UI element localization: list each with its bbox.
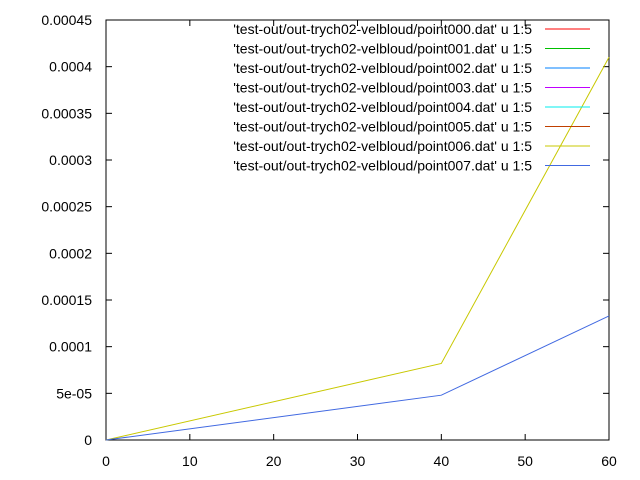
y-tick-label: 0.0001 <box>49 339 92 355</box>
legend-label-7: 'test-out/out-trych02-velbloud/point007.… <box>233 158 532 174</box>
x-tick-label: 0 <box>102 453 110 469</box>
legend-label-0: 'test-out/out-trych02-velbloud/point000.… <box>233 21 532 37</box>
legend-label-3: 'test-out/out-trych02-velbloud/point003.… <box>233 80 532 96</box>
y-tick-label: 0.0002 <box>49 245 92 261</box>
legend: 'test-out/out-trych02-velbloud/point000.… <box>233 21 590 174</box>
legend-label-6: 'test-out/out-trych02-velbloud/point006.… <box>233 138 532 154</box>
legend-label-5: 'test-out/out-trych02-velbloud/point005.… <box>233 119 532 135</box>
legend-label-4: 'test-out/out-trych02-velbloud/point004.… <box>233 99 532 115</box>
y-tick-label: 0.00035 <box>41 105 92 121</box>
x-tick-label: 20 <box>266 453 282 469</box>
legend-label-1: 'test-out/out-trych02-velbloud/point001.… <box>233 41 532 57</box>
y-tick-label: 0.00015 <box>41 292 92 308</box>
x-tick-label: 10 <box>182 453 198 469</box>
y-tick-label: 0 <box>84 432 92 448</box>
x-tick-label: 50 <box>517 453 533 469</box>
y-tick-label: 0.00025 <box>41 199 92 215</box>
x-tick-label: 40 <box>434 453 450 469</box>
y-tick-label: 0.0003 <box>49 152 92 168</box>
legend-label-2: 'test-out/out-trych02-velbloud/point002.… <box>233 60 532 76</box>
series-line-7 <box>105 315 610 441</box>
axis-ticks: 0 10 20 30 40 50 60 0 5e-05 0.0001 0.00015 0.0002 0.… <box>41 12 617 469</box>
y-tick-label: 5e-05 <box>56 385 92 401</box>
y-tick-label: 0.0004 <box>49 59 92 75</box>
y-tick-label: 0.00045 <box>41 12 92 28</box>
series-line-6 <box>105 57 610 441</box>
x-tick-label: 30 <box>350 453 366 469</box>
x-tick-label: 60 <box>601 453 617 469</box>
series-layer <box>105 57 610 441</box>
